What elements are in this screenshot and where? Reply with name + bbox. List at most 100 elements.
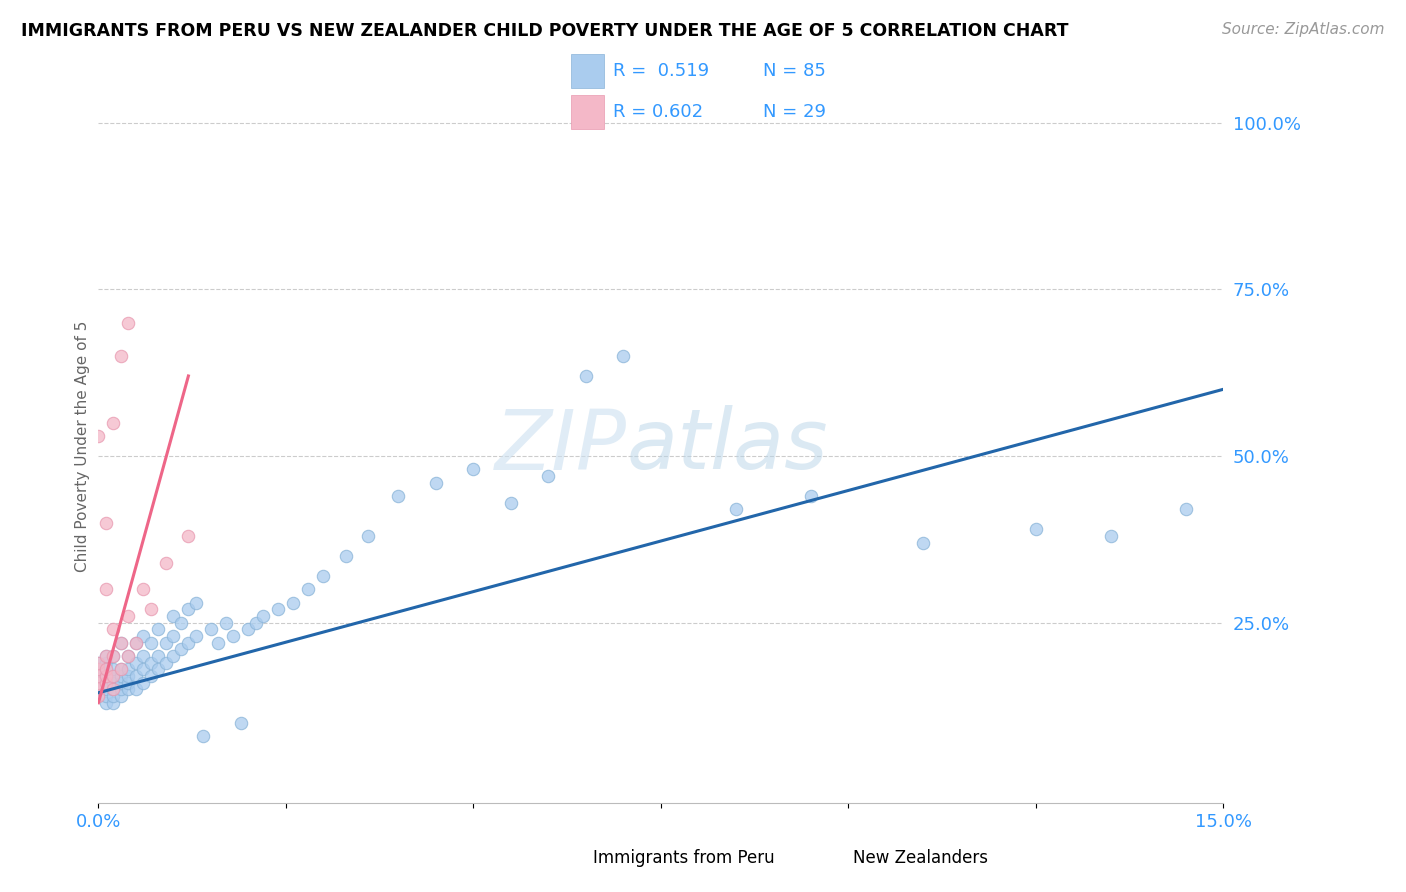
Point — [170, 642, 193, 657]
Point — [87, 429, 110, 443]
Text: R = 0.602: R = 0.602 — [613, 103, 703, 121]
Point — [575, 368, 598, 383]
Point — [117, 675, 139, 690]
Point — [103, 416, 125, 430]
Point — [387, 489, 409, 503]
Text: N = 85: N = 85 — [763, 62, 827, 79]
Point — [103, 623, 125, 637]
Point — [94, 656, 117, 670]
Point — [103, 669, 125, 683]
Point — [110, 349, 132, 363]
Point — [252, 609, 274, 624]
Point — [94, 682, 117, 697]
Point — [110, 675, 132, 690]
Point — [103, 682, 125, 697]
Point — [267, 602, 290, 616]
Point — [94, 696, 117, 710]
Point — [103, 696, 125, 710]
Point — [184, 629, 207, 643]
Point — [177, 529, 200, 543]
Point — [148, 662, 170, 676]
Point — [103, 675, 125, 690]
Point — [297, 582, 319, 597]
Point — [103, 649, 125, 664]
Point — [117, 682, 139, 697]
Point — [125, 682, 148, 697]
Point — [87, 675, 110, 690]
Point — [87, 656, 110, 670]
Point — [912, 535, 935, 549]
Point — [132, 675, 155, 690]
Point — [110, 636, 132, 650]
Point — [110, 662, 132, 676]
Text: Immigrants from Peru: Immigrants from Peru — [593, 849, 775, 867]
Point — [207, 636, 229, 650]
Point — [148, 623, 170, 637]
Point — [110, 636, 132, 650]
Point — [162, 609, 184, 624]
Text: atlas: atlas — [627, 406, 828, 486]
Bar — [571, 54, 603, 87]
Point — [103, 682, 125, 697]
Point — [132, 629, 155, 643]
Point — [94, 675, 117, 690]
Point — [94, 649, 117, 664]
Point — [200, 623, 222, 637]
Point — [357, 529, 380, 543]
Text: Source: ZipAtlas.com: Source: ZipAtlas.com — [1222, 22, 1385, 37]
Point — [94, 662, 117, 676]
Text: N = 29: N = 29 — [763, 103, 827, 121]
Point — [537, 469, 560, 483]
Point — [87, 656, 110, 670]
Point — [110, 662, 132, 676]
Point — [425, 475, 447, 490]
Point — [117, 669, 139, 683]
Point — [132, 649, 155, 664]
Point — [87, 682, 110, 697]
Point — [94, 669, 117, 683]
Point — [87, 689, 110, 703]
Point — [155, 556, 177, 570]
Point — [87, 662, 110, 676]
Point — [139, 656, 162, 670]
Point — [222, 629, 245, 643]
Point — [1174, 502, 1197, 516]
Point — [215, 615, 238, 630]
Point — [117, 649, 139, 664]
Point — [125, 656, 148, 670]
Text: IMMIGRANTS FROM PERU VS NEW ZEALANDER CHILD POVERTY UNDER THE AGE OF 5 CORRELATI: IMMIGRANTS FROM PERU VS NEW ZEALANDER CH… — [21, 22, 1069, 40]
Point — [612, 349, 634, 363]
Point — [132, 582, 155, 597]
Y-axis label: Child Poverty Under the Age of 5: Child Poverty Under the Age of 5 — [75, 320, 90, 572]
Point — [162, 629, 184, 643]
Point — [125, 636, 148, 650]
Point — [177, 636, 200, 650]
Point — [110, 689, 132, 703]
Point — [148, 649, 170, 664]
Text: R =  0.519: R = 0.519 — [613, 62, 709, 79]
Point — [87, 689, 110, 703]
Point — [87, 669, 110, 683]
Point — [229, 715, 252, 730]
Point — [155, 636, 177, 650]
Text: New Zealanders: New Zealanders — [853, 849, 988, 867]
Point — [94, 669, 117, 683]
Point — [283, 596, 305, 610]
Point — [238, 623, 260, 637]
Point — [245, 615, 267, 630]
Point — [724, 502, 747, 516]
Point — [87, 669, 110, 683]
Point — [110, 682, 132, 697]
Point — [94, 675, 117, 690]
Point — [184, 596, 207, 610]
Point — [103, 669, 125, 683]
Text: ZIP: ZIP — [495, 406, 627, 486]
Point — [87, 675, 110, 690]
Point — [87, 662, 110, 676]
Point — [177, 602, 200, 616]
Point — [125, 636, 148, 650]
Point — [117, 609, 139, 624]
Point — [155, 656, 177, 670]
Point — [139, 669, 162, 683]
Point — [117, 316, 139, 330]
